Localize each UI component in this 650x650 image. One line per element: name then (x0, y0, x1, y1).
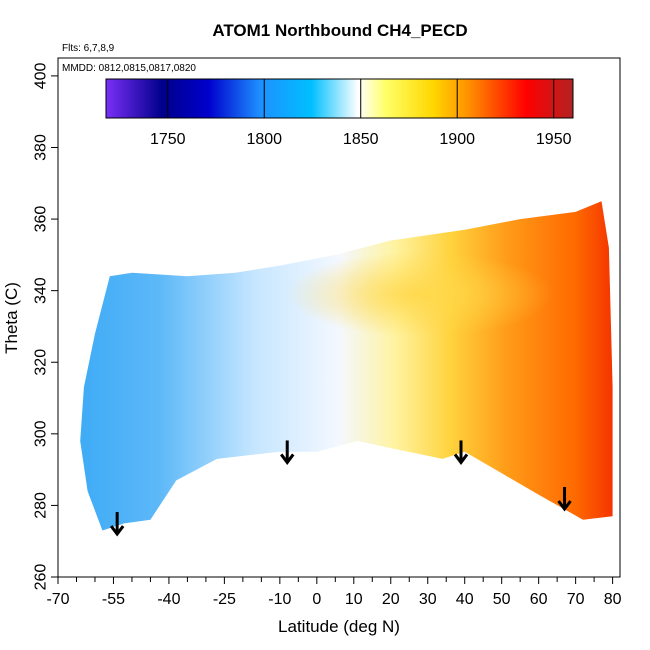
y-tick-label: 300 (33, 420, 50, 447)
y-tick-label: 400 (33, 62, 50, 89)
colorbar-ticks: 1750 1800 1850 1900 1950 (150, 79, 572, 148)
y-axis-label: Theta (C) (2, 282, 21, 354)
y-tick-label: 260 (33, 564, 50, 591)
down-arrow (280, 440, 295, 465)
x-tick-label: 40 (456, 591, 474, 608)
arrow-head (557, 500, 572, 512)
x-tick-label: 60 (530, 591, 548, 608)
x-tick-label: 10 (345, 591, 363, 608)
y-tick-label: 340 (33, 277, 50, 304)
down-arrow (557, 486, 572, 512)
x-tick-label: -40 (157, 591, 180, 608)
colorbar-tick-label: 1800 (246, 131, 282, 148)
y-tick-label: 380 (33, 134, 50, 161)
chart-title: ATOM1 Northbound CH4_PECD (212, 21, 467, 40)
x-tick-label: -10 (268, 591, 291, 608)
x-tick-label: -70 (46, 591, 69, 608)
y-tick-label: 360 (33, 206, 50, 233)
plot-frame (57, 57, 621, 578)
x-tick-label: 30 (419, 591, 437, 608)
x-tick-label: 80 (604, 591, 622, 608)
y-tick-label: 280 (33, 492, 50, 519)
x-tick-label: -25 (213, 591, 236, 608)
down-arrow (453, 440, 469, 465)
colorbar-tick-label: 1850 (343, 131, 379, 148)
x-tick-label: 20 (382, 591, 400, 608)
x-axis: -70 -55 -40 -25 -10 0 10 20 30 40 50 60 70 80 (46, 577, 622, 608)
x-tick-label: 50 (493, 591, 511, 608)
date-note: MMDD: 0812,0815,0817,0820 (62, 63, 196, 74)
arrow-head (453, 453, 469, 465)
y-tick-label: 320 (33, 349, 50, 376)
colorbar-gradient (105, 78, 574, 119)
flights-note: Flts: 6,7,8,9 (62, 43, 115, 54)
x-axis-label: Latitude (deg N) (278, 617, 400, 636)
colorbar-tick-label: 1950 (536, 131, 572, 148)
colorbar-tick-label: 1900 (439, 131, 475, 148)
arrow-head (280, 453, 295, 465)
colorbar-tick-label: 1750 (150, 131, 186, 148)
x-tick-label: 0 (312, 591, 321, 608)
x-tick-label: 70 (567, 591, 585, 608)
arrow-markers (109, 440, 572, 537)
heatmap-warm-band (287, 251, 554, 338)
colorbar: 1750 1800 1850 1900 1950 (105, 78, 574, 148)
y-axis: 260 280 300 320 340 360 380 400 (33, 62, 58, 590)
x-tick-label: -55 (102, 591, 125, 608)
down-arrow (109, 512, 125, 537)
arrow-head (109, 525, 125, 537)
